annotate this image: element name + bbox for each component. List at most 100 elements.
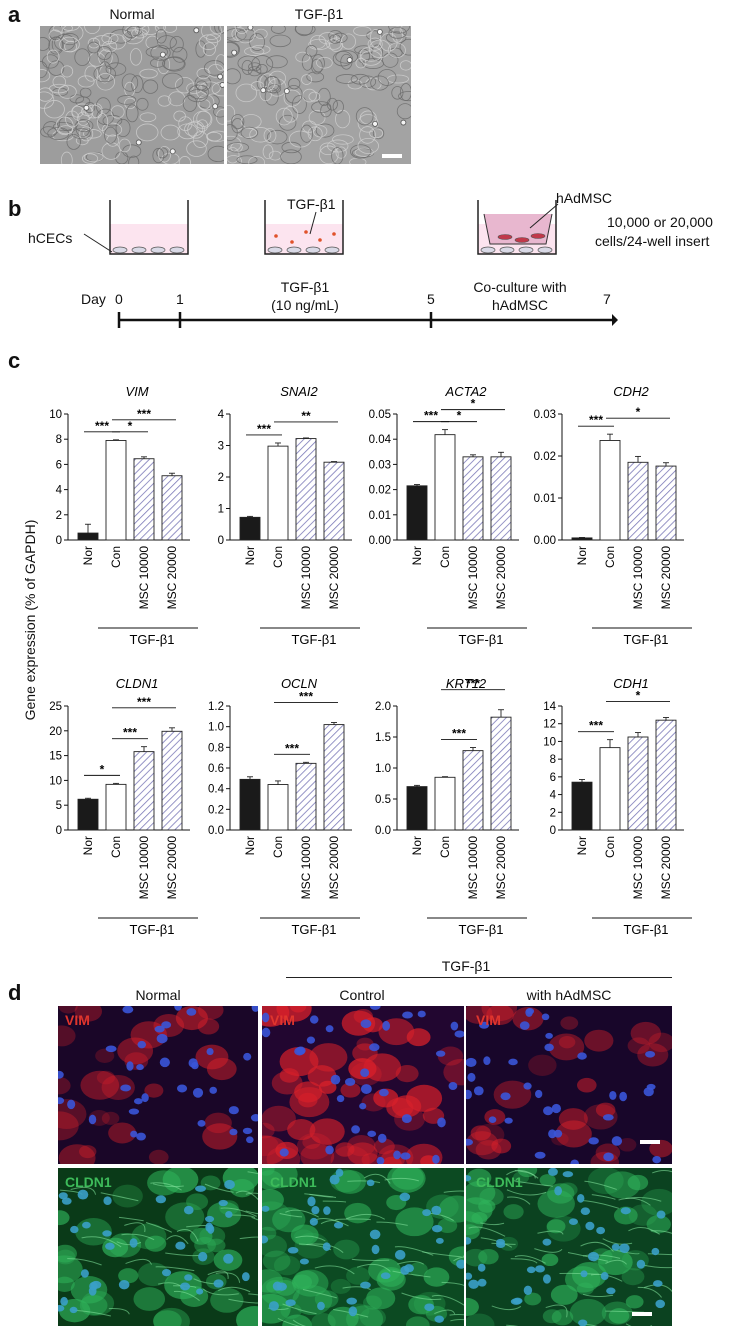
bar xyxy=(462,456,484,541)
group-label: TGF-β1 xyxy=(623,632,668,647)
panel-c-label: c xyxy=(8,348,21,373)
y-tick-label: 0.01 xyxy=(369,510,391,522)
bar xyxy=(77,532,99,541)
bar xyxy=(406,786,428,831)
category-label: Con xyxy=(438,836,452,858)
vim-hadmsc-image xyxy=(466,1006,672,1164)
bar xyxy=(490,456,512,541)
chart-title: VIM xyxy=(125,384,148,399)
category-label: Con xyxy=(109,836,123,858)
sig-label: *** xyxy=(452,727,466,741)
y-tick-label: 0.00 xyxy=(534,535,556,547)
bar xyxy=(295,438,317,541)
well-coculture xyxy=(477,200,557,255)
category-label: Con xyxy=(603,836,617,858)
y-tick-label: 1.0 xyxy=(208,722,224,734)
y-tick-label: 0.03 xyxy=(369,459,391,471)
chart-title: CDH2 xyxy=(613,384,649,399)
hadmsc-top-label: hAdMSC xyxy=(556,190,613,206)
bar xyxy=(77,798,99,831)
bar xyxy=(105,440,127,541)
bar xyxy=(133,751,155,831)
chart-cdh1: CDH1 0 2 4 6 8 10 12 14 Nor Con MSC 10000 MSC 20000 *… xyxy=(543,676,692,937)
y-tick-label: 0.04 xyxy=(369,434,392,446)
y-tick-label: 0.0 xyxy=(208,825,224,837)
bar xyxy=(434,434,456,541)
scale-bar xyxy=(382,154,402,158)
scale-bar-cldn1 xyxy=(632,1312,652,1316)
cldn1-label-3: CLDN1 xyxy=(476,1174,523,1190)
day-label: Day xyxy=(81,291,106,307)
category-label: MSC 20000 xyxy=(494,836,508,900)
category-label: MSC 10000 xyxy=(631,836,645,900)
sig-label: * xyxy=(100,762,105,776)
y-tick-label: 10 xyxy=(543,736,556,748)
y-tick-label: 4 xyxy=(56,485,63,497)
y-tick-label: 8 xyxy=(550,754,556,766)
panel-d-label: d xyxy=(8,980,22,1005)
category-label: MSC 10000 xyxy=(466,546,480,610)
bar xyxy=(323,724,345,831)
chart-title: ACTA2 xyxy=(445,384,488,399)
vim-normal-image xyxy=(58,1006,258,1164)
category-label: MSC 20000 xyxy=(165,546,179,610)
category-label: MSC 20000 xyxy=(494,546,508,610)
sig-label: ** xyxy=(301,409,311,423)
vim-label-2: VIM xyxy=(270,1012,295,1028)
y-tick-label: 1.2 xyxy=(208,701,224,713)
sig-label: *** xyxy=(285,741,299,755)
phase-contrast-tgf-image xyxy=(227,26,411,164)
y-tick-label: 0.6 xyxy=(208,763,224,775)
y-tick-label: 12 xyxy=(543,719,556,731)
tgf-pointer xyxy=(309,211,317,235)
sig-label: * xyxy=(471,397,476,411)
group-label: TGF-β1 xyxy=(129,632,174,647)
tick-5: 5 xyxy=(427,291,435,307)
chart-krt12: KRT12 0.0 0.5 1.0 1.5 2.0 Nor Con MSC 10000 MSC 2… xyxy=(375,676,527,937)
group-label: TGF-β1 xyxy=(623,922,668,937)
category-label: Nor xyxy=(410,546,424,565)
y-tick-label: 0 xyxy=(56,825,62,837)
sig-label: *** xyxy=(95,419,109,433)
group-label: TGF-β1 xyxy=(129,922,174,937)
cldn1-normal-image xyxy=(58,1168,258,1326)
y-tick-label: 0.4 xyxy=(208,784,225,796)
phase-contrast-normal-image xyxy=(40,26,224,164)
chart-cdh2: CDH2 0.00 0.01 0.02 0.03 Nor Con MSC 10000 MSC 2… xyxy=(534,384,692,647)
hcecs-pointer xyxy=(83,233,113,253)
category-label: MSC 20000 xyxy=(659,546,673,610)
vim-control-image xyxy=(262,1006,464,1164)
group-label: TGF-β1 xyxy=(291,922,336,937)
y-tick-label: 1.0 xyxy=(375,763,391,775)
well-hcecs xyxy=(109,200,189,255)
group-label: TGF-β1 xyxy=(458,632,503,647)
category-label: MSC 10000 xyxy=(299,836,313,900)
cldn1-label-2: CLDN1 xyxy=(270,1174,317,1190)
y-tick-label: 0.00 xyxy=(369,535,391,547)
sig-label: *** xyxy=(589,719,603,733)
category-label: MSC 10000 xyxy=(631,546,645,610)
bar xyxy=(490,716,512,831)
y-tick-label: 0.03 xyxy=(534,409,556,421)
bar xyxy=(133,458,155,541)
panel-a-label: a xyxy=(8,2,21,27)
bar xyxy=(295,762,317,831)
y-tick-label: 10 xyxy=(49,409,62,421)
bar xyxy=(105,783,127,831)
timeline-arrow xyxy=(612,314,618,326)
caption-tgf: TGF-β1 xyxy=(294,6,344,22)
cldn1-hadmsc-image xyxy=(466,1168,672,1326)
category-label: Con xyxy=(603,546,617,568)
bar xyxy=(599,747,621,831)
group-label: TGF-β1 xyxy=(458,922,503,937)
sig-label: *** xyxy=(424,409,438,423)
cells-line1: 10,000 or 20,000 xyxy=(607,214,713,230)
chart-title: SNAI2 xyxy=(280,384,318,399)
y-tick-label: 3 xyxy=(218,441,224,453)
tick-0: 0 xyxy=(115,291,123,307)
chart-title: CLDN1 xyxy=(116,676,159,691)
bar xyxy=(571,781,593,831)
chart-title: CDH1 xyxy=(613,676,648,691)
